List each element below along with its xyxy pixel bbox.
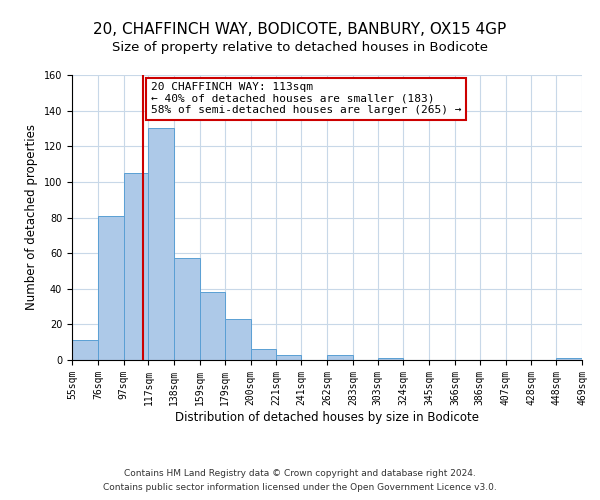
- Text: 20 CHAFFINCH WAY: 113sqm
← 40% of detached houses are smaller (183)
58% of semi-: 20 CHAFFINCH WAY: 113sqm ← 40% of detach…: [151, 82, 461, 116]
- Text: Contains public sector information licensed under the Open Government Licence v3: Contains public sector information licen…: [103, 484, 497, 492]
- Bar: [200, 292, 225, 360]
- Bar: [72, 340, 98, 360]
- Bar: [327, 354, 353, 360]
- Bar: [556, 358, 582, 360]
- Text: Size of property relative to detached houses in Bodicote: Size of property relative to detached ho…: [112, 41, 488, 54]
- Text: Contains HM Land Registry data © Crown copyright and database right 2024.: Contains HM Land Registry data © Crown c…: [124, 468, 476, 477]
- Y-axis label: Number of detached properties: Number of detached properties: [25, 124, 38, 310]
- X-axis label: Distribution of detached houses by size in Bodicote: Distribution of detached houses by size …: [175, 410, 479, 424]
- Bar: [174, 258, 200, 360]
- Bar: [251, 350, 277, 360]
- Bar: [148, 128, 174, 360]
- Bar: [124, 173, 148, 360]
- Bar: [377, 358, 403, 360]
- Bar: [277, 354, 301, 360]
- Bar: [98, 216, 124, 360]
- Text: 20, CHAFFINCH WAY, BODICOTE, BANBURY, OX15 4GP: 20, CHAFFINCH WAY, BODICOTE, BANBURY, OX…: [94, 22, 506, 38]
- Bar: [225, 319, 251, 360]
